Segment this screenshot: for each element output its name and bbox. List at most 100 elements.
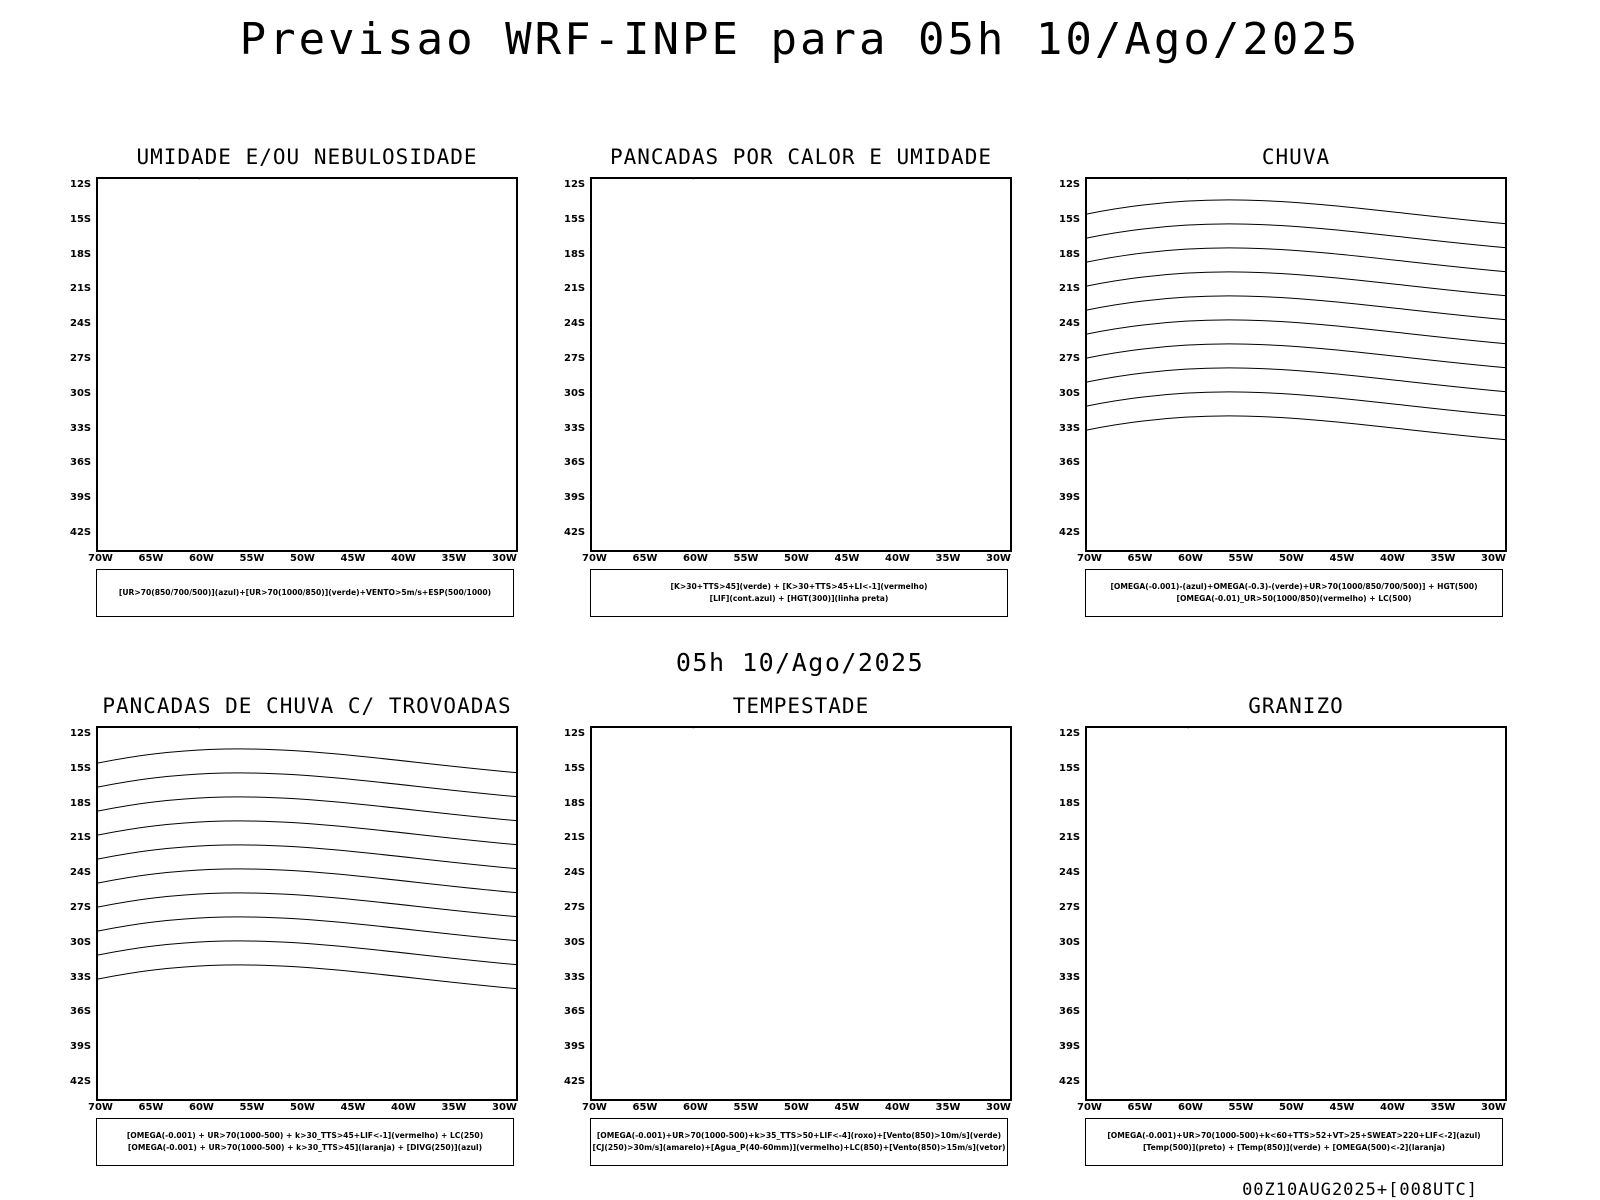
lon-tick-label: 40W	[1380, 1102, 1405, 1113]
legend-box: [OMEGA(-0.001)-(azul)+OMEGA(-0.3)-(verde…	[1085, 569, 1503, 617]
lon-tick-label: 30W	[1481, 1102, 1506, 1113]
lon-tick-label: 70W	[88, 553, 113, 564]
lon-tick-label: 50W	[290, 1102, 315, 1113]
run-time-footer: 00Z10AUG2025+[008UTC]	[1242, 1180, 1478, 1200]
streamline	[1087, 415, 1505, 441]
lat-tick-label: 36S	[564, 1006, 586, 1018]
lon-tick-label: 35W	[441, 1102, 467, 1113]
map-panel	[96, 726, 518, 1101]
lon-tick-label: 35W	[935, 553, 961, 564]
streamline	[98, 868, 516, 894]
lon-tick-label: 35W	[441, 553, 467, 564]
lon-tick-label: 30W	[986, 553, 1011, 564]
lon-tick-label: 45W	[1329, 553, 1355, 564]
lon-tick-label: 65W	[632, 1102, 658, 1113]
lat-tick-label: 24S	[1059, 318, 1081, 330]
lat-tick-label: 21S	[70, 832, 92, 844]
lat-tick-label: 24S	[564, 867, 586, 879]
lat-tick-label: 27S	[70, 353, 92, 364]
lat-tick-label: 42S	[1059, 1076, 1081, 1087]
lat-tick-label: 12S	[564, 728, 586, 739]
lat-tick-label: 42S	[564, 527, 586, 538]
lon-tick-label: 50W	[1279, 1102, 1304, 1113]
lon-tick-label: 45W	[340, 553, 366, 564]
panel-title: CHUVA	[1261, 145, 1331, 169]
streamline	[1087, 367, 1505, 393]
streamline	[1087, 223, 1505, 249]
legend-line: [K>30+TTS>45](verde) + [K>30+TTS>45+LI<-…	[670, 582, 928, 591]
lon-tick-label: 35W	[1430, 1102, 1456, 1113]
legend-line: [OMEGA(-0.001)-(azul)+OMEGA(-0.3)-(verde…	[1110, 582, 1478, 591]
lon-tick-label: 60W	[189, 1102, 214, 1113]
lon-tick-label: 45W	[834, 1102, 860, 1113]
lat-tick-label: 33S	[70, 971, 92, 983]
streamlines	[98, 748, 516, 990]
streamline	[98, 844, 516, 870]
lat-tick-label: 15S	[70, 213, 92, 225]
map-canvas	[98, 728, 516, 990]
lon-tick-label: 45W	[834, 553, 860, 564]
lon-tick-label: 30W	[986, 1102, 1011, 1113]
lat-tick-label: 39S	[70, 1041, 92, 1053]
map-panel: 1016101610161020102010241024102010081004…	[96, 177, 518, 552]
lon-tick-label: 50W	[1279, 553, 1304, 564]
streamline	[98, 796, 516, 822]
lon-tick-label: 55W	[1228, 1102, 1254, 1113]
lon-tick-label: 55W	[733, 1102, 759, 1113]
lat-tick-label: 30S	[70, 936, 92, 948]
lon-tick-label: 70W	[1077, 553, 1102, 564]
lon-tick-label: 35W	[1430, 553, 1456, 564]
streamline	[98, 892, 516, 918]
lat-tick-label: 12S	[1059, 179, 1081, 190]
streamline	[98, 748, 516, 774]
legend-line: [OMEGA(-0.001)+UR>70(1000-500)+k>35_TTS>…	[596, 1131, 1002, 1140]
lon-tick-label: 50W	[784, 553, 809, 564]
streamlines	[1087, 199, 1505, 441]
lat-tick-label: 12S	[70, 179, 92, 190]
lon-tick-label: 55W	[733, 553, 759, 564]
lat-tick-label: 36S	[70, 457, 92, 469]
legend-box: [UR>70(850/700/500)](azul)+[UR>70(1000/8…	[96, 569, 514, 617]
lon-tick-label: 60W	[1178, 553, 1203, 564]
lat-tick-label: 27S	[70, 902, 92, 913]
lat-tick-label: 21S	[564, 283, 586, 295]
lat-tick-label: 39S	[70, 492, 92, 504]
lat-tick-label: 21S	[70, 283, 92, 295]
legend-line: [UR>70(850/700/500)](azul)+[UR>70(1000/8…	[118, 588, 492, 597]
lat-tick-label: 27S	[564, 353, 586, 364]
lat-tick-label: 24S	[1059, 867, 1081, 879]
legend-box: [OMEGA(-0.001)+UR>70(1000-500)+k>35_TTS>…	[590, 1118, 1008, 1166]
streamline	[1087, 319, 1505, 345]
lon-tick-label: 60W	[1178, 1102, 1203, 1113]
lat-tick-label: 21S	[1059, 832, 1081, 844]
lat-tick-label: 36S	[1059, 1006, 1081, 1018]
lat-tick-label: 27S	[1059, 902, 1081, 913]
lat-tick-label: 21S	[564, 832, 586, 844]
lat-tick-label: 27S	[1059, 353, 1081, 364]
lon-tick-label: 30W	[492, 1102, 517, 1113]
lat-tick-label: 15S	[70, 762, 92, 774]
legend-line: [OMEGA(-0.001)+UR>70(1000-500)+k<60+TTS>…	[1107, 1131, 1481, 1140]
legend-line: [OMEGA(-0.001) + UR>70(1000-500) + k>30_…	[126, 1131, 484, 1140]
lon-tick-label: 45W	[1329, 1102, 1355, 1113]
lon-tick-label: 70W	[582, 1102, 607, 1113]
legend-box: [OMEGA(-0.001)+UR>70(1000-500)+k<60+TTS>…	[1085, 1118, 1503, 1166]
lon-tick-label: 45W	[340, 1102, 366, 1113]
legend-line: [LIF](cont.azul) + [HGT(300)](linha pret…	[709, 594, 889, 603]
lat-tick-label: 30S	[70, 387, 92, 399]
valid-time-subtitle: 05h 10/Ago/2025	[675, 648, 925, 677]
streamline	[98, 940, 516, 966]
map-panel	[590, 726, 1012, 1101]
panel-title: PANCADAS POR CALOR E UMIDADE	[609, 145, 992, 169]
streamline	[1087, 271, 1505, 297]
map-panel: 5825825795765735705675645615585555765735…	[1085, 177, 1507, 552]
panel-title: TEMPESTADE	[732, 694, 870, 718]
legend-line: [CJ(250)>30m/s](amarelo)+[Agua_P(40-60mm…	[592, 1143, 1006, 1152]
streamline	[98, 916, 516, 942]
map-panel: -12-15-18-15-18-18-15-12-18-15	[1085, 726, 1507, 1101]
lat-tick-label: 24S	[70, 867, 92, 879]
lat-tick-label: 15S	[1059, 762, 1081, 774]
lon-tick-label: 40W	[391, 553, 416, 564]
lat-tick-label: 36S	[1059, 457, 1081, 469]
lon-tick-label: 40W	[885, 1102, 910, 1113]
